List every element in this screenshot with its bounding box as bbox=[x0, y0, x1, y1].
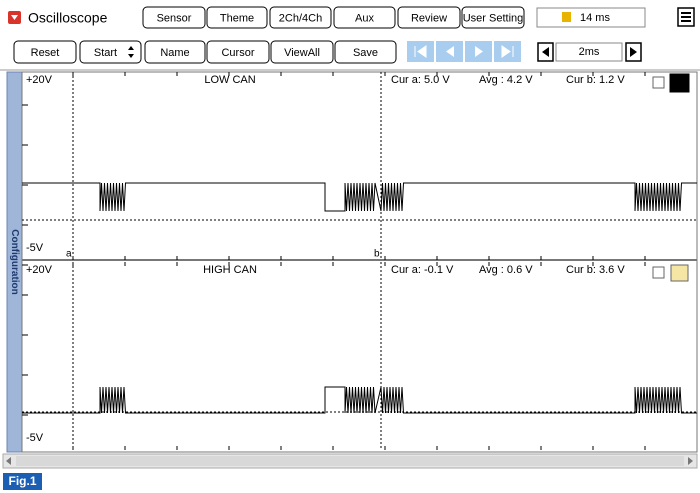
button-label: ViewAll bbox=[284, 47, 320, 59]
cursor-b-value: Cur b: 3.6 V bbox=[566, 264, 625, 276]
button-label: Start bbox=[94, 47, 117, 59]
figure-tag bbox=[3, 473, 42, 490]
button-frame bbox=[13, 40, 77, 64]
cursor-a-value: Cur a: -0.1 V bbox=[391, 264, 454, 276]
button-label: 2Ch/4Ch bbox=[279, 12, 322, 24]
config-tab-label: Configuration bbox=[9, 229, 20, 295]
toolbar-button[interactable]: Sensor bbox=[142, 6, 206, 29]
button-frame bbox=[270, 40, 334, 64]
channel-name: HIGH CAN bbox=[203, 264, 257, 276]
toolbar-button[interactable]: Theme bbox=[206, 6, 268, 29]
time-div: 2ms bbox=[579, 46, 600, 58]
toolbar-button[interactable]: User Setting bbox=[461, 6, 525, 29]
button-frame bbox=[333, 6, 396, 29]
action-button[interactable]: Cursor bbox=[206, 40, 270, 64]
button-frame bbox=[334, 40, 397, 64]
button-label: Save bbox=[353, 47, 378, 59]
scale-min: -5V bbox=[26, 242, 44, 254]
button-label: Name bbox=[160, 47, 189, 59]
button-label: Sensor bbox=[157, 12, 192, 24]
button-label: Review bbox=[411, 12, 447, 24]
average-value: Avg : 4.2 V bbox=[479, 74, 533, 86]
menu-dropdown[interactable] bbox=[8, 11, 21, 24]
scale-max: +20V bbox=[26, 264, 53, 276]
cursor-a-value: Cur a: 5.0 V bbox=[391, 74, 450, 86]
scale-max: +20V bbox=[26, 74, 53, 86]
button-frame bbox=[269, 6, 332, 29]
button-label: Theme bbox=[220, 12, 254, 24]
toolbar-button[interactable]: Review bbox=[397, 6, 461, 29]
toolbar-button[interactable]: Aux bbox=[333, 6, 396, 29]
plot-area bbox=[21, 71, 698, 453]
app-title: Oscilloscope bbox=[28, 10, 108, 26]
time-value: 14 ms bbox=[580, 12, 610, 24]
time-div-box bbox=[555, 42, 623, 62]
time-display: 14 ms bbox=[536, 7, 646, 28]
channel-color[interactable] bbox=[670, 264, 689, 282]
channel-name: LOW CAN bbox=[204, 74, 255, 86]
scale-min: -5V bbox=[26, 432, 44, 444]
button-frame bbox=[397, 6, 461, 29]
action-button[interactable]: Save bbox=[334, 40, 397, 64]
button-frame bbox=[461, 6, 525, 29]
average-value: Avg : 0.6 V bbox=[479, 264, 533, 276]
time-right-button[interactable] bbox=[625, 42, 642, 62]
button-frame bbox=[79, 40, 142, 64]
channel-checkbox[interactable] bbox=[652, 266, 665, 279]
button-frame bbox=[144, 40, 206, 64]
action-button[interactable]: Start bbox=[79, 40, 142, 64]
select-arrows bbox=[128, 46, 134, 58]
scrollbar[interactable] bbox=[2, 453, 698, 469]
playback-controls bbox=[407, 41, 521, 62]
channel-color[interactable] bbox=[669, 73, 690, 93]
waveform bbox=[22, 386, 697, 414]
cursor-b-label: b bbox=[374, 249, 380, 260]
waveform bbox=[22, 182, 697, 212]
time-left-button[interactable] bbox=[537, 42, 554, 62]
action-button[interactable]: Name bbox=[144, 40, 206, 64]
toolbar-button[interactable]: 2Ch/4Ch bbox=[269, 6, 332, 29]
menu-icon[interactable] bbox=[677, 7, 695, 27]
action-button[interactable]: Reset bbox=[13, 40, 77, 64]
cursor-a-label: a bbox=[66, 249, 72, 260]
button-frame bbox=[206, 40, 270, 64]
figure-label: Fig.1 bbox=[8, 474, 36, 488]
cursor-b-value: Cur b: 1.2 V bbox=[566, 74, 625, 86]
button-label: User Setting bbox=[463, 12, 524, 24]
action-button[interactable]: ViewAll bbox=[270, 40, 334, 64]
channel-checkbox[interactable] bbox=[652, 76, 665, 89]
button-frame bbox=[142, 6, 206, 29]
button-label: Cursor bbox=[221, 47, 254, 59]
button-label: Reset bbox=[31, 47, 60, 59]
button-label: Aux bbox=[355, 12, 374, 24]
button-frame bbox=[206, 6, 268, 29]
